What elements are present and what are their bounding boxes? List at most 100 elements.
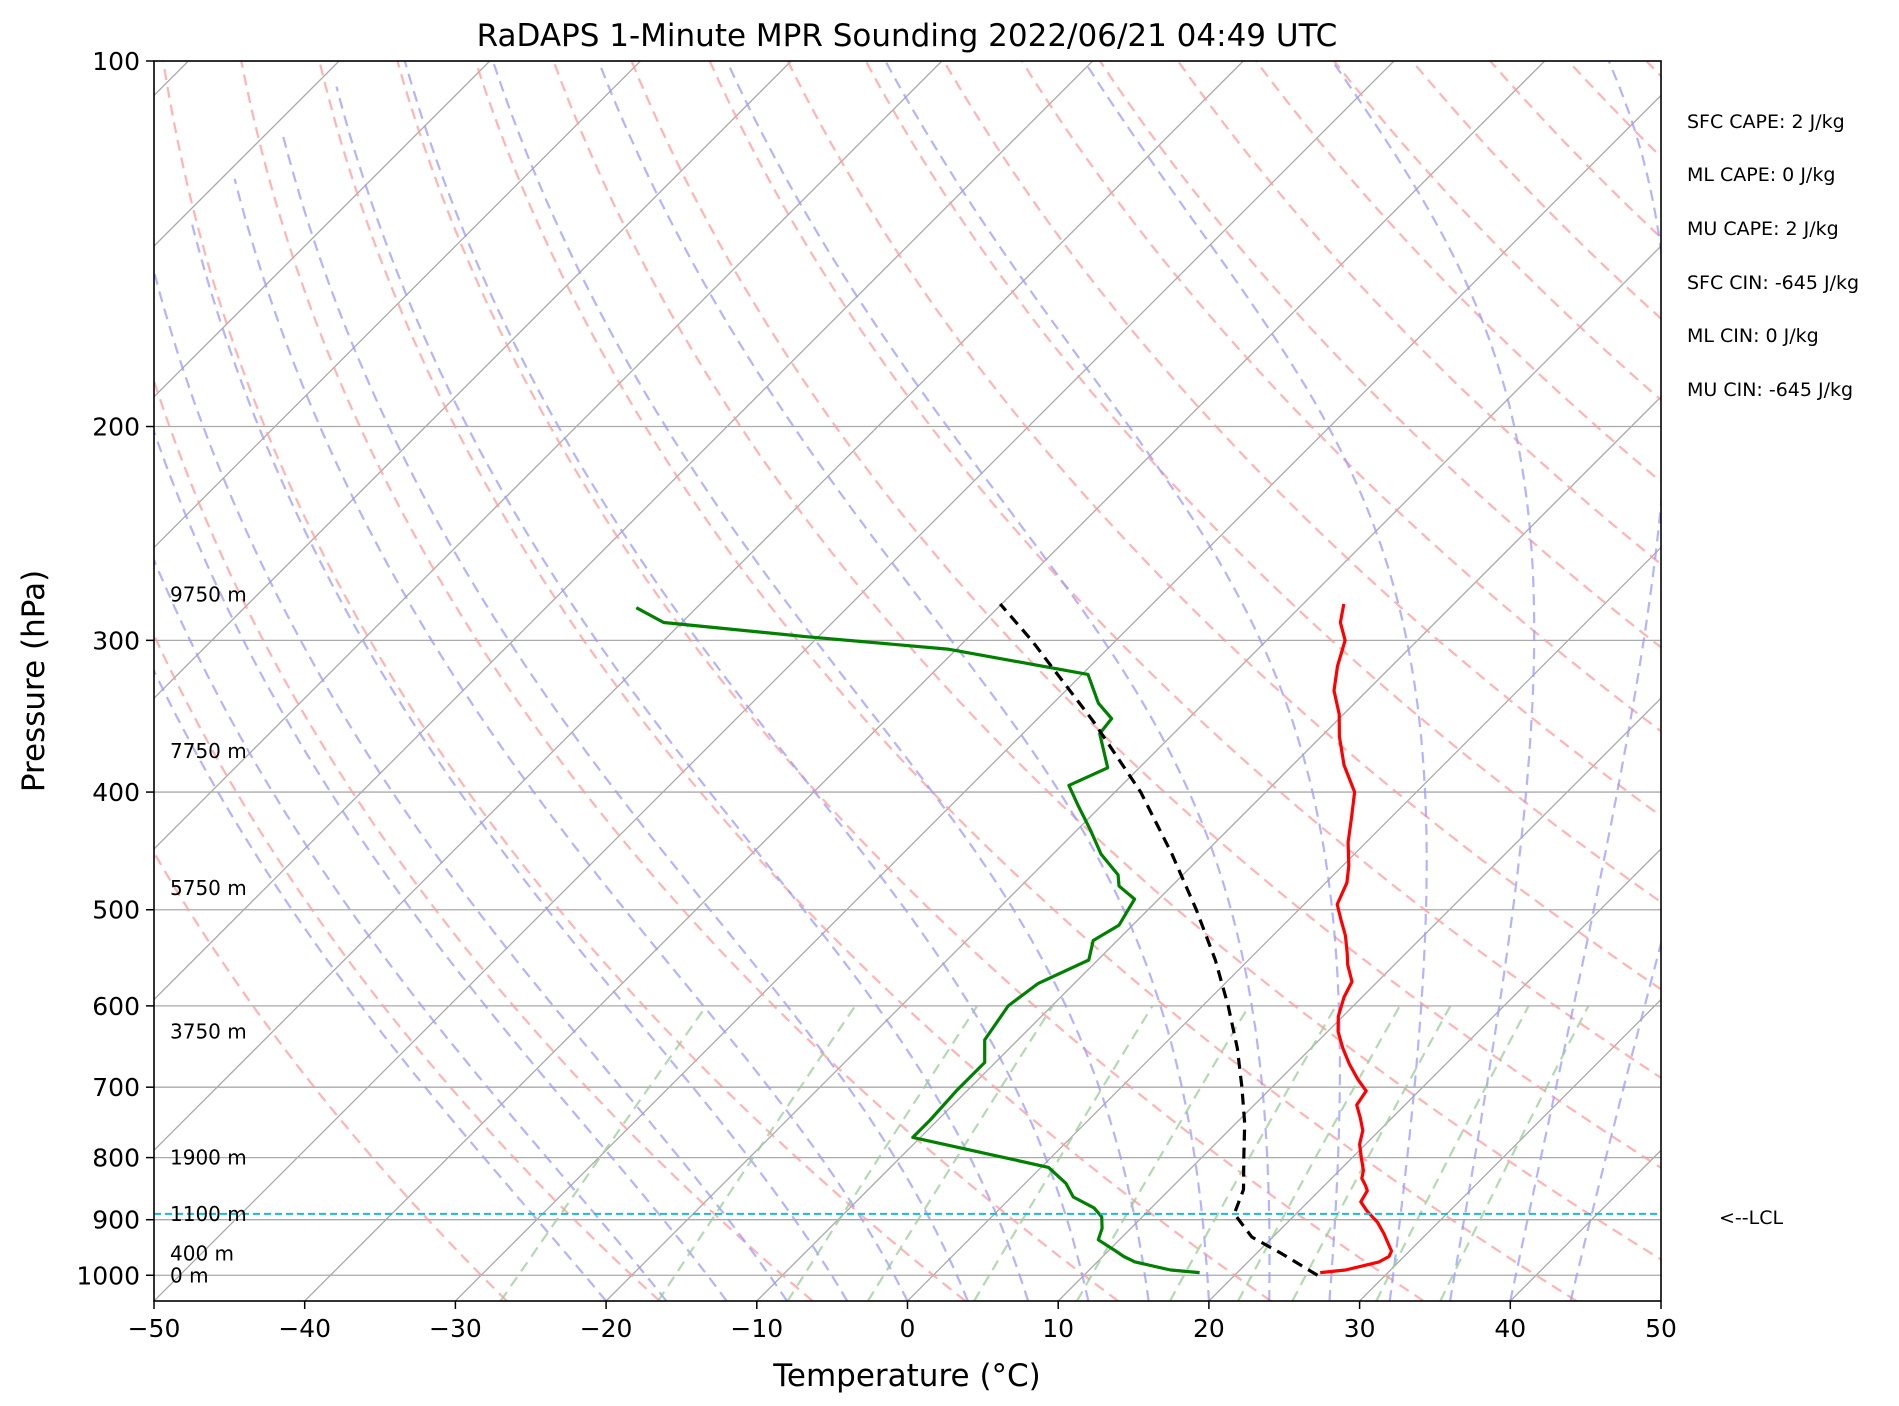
dry-adiabat-line xyxy=(162,61,966,1301)
y-tick-label: 300 xyxy=(92,626,140,655)
x-tick-label: 0 xyxy=(900,1314,916,1343)
axis-ticks: −50 −40 −30 −20 −10 0 10 20 30 40 50 100 200 300 400 50… xyxy=(76,47,1677,1343)
moist-adiabat-line xyxy=(1331,61,1536,1301)
mixing-ratio-line xyxy=(1076,1005,1250,1301)
y-tick-label: 400 xyxy=(92,778,140,807)
mixing-ratio-line xyxy=(973,1005,1154,1301)
moist-adiabat-line xyxy=(154,668,607,1301)
x-tick-label: −10 xyxy=(730,1314,783,1343)
lcl-label: <--LCL xyxy=(1719,1207,1783,1229)
chart-title: RaDAPS 1-Minute MPR Sounding 2022/06/21 … xyxy=(477,18,1338,54)
moist-adiabat-line xyxy=(1569,939,1661,1301)
dry-adiabat-line xyxy=(942,61,1661,818)
mixing-ratio-line xyxy=(499,1005,708,1301)
mixing-ratio-line xyxy=(1291,1005,1452,1301)
dry-adiabat-line xyxy=(474,61,1578,1301)
height-label: 400 m xyxy=(170,1242,234,1266)
isotherm-line xyxy=(154,61,1395,1301)
height-label: 0 m xyxy=(170,1263,209,1287)
index-mu-cin: MU CIN: -645 J/kg xyxy=(1687,379,1853,401)
dry-adiabat-line xyxy=(154,377,814,1301)
x-tick-label: −50 xyxy=(128,1314,181,1343)
isotherm-line xyxy=(907,546,1661,1301)
isotherm-line xyxy=(154,61,1094,1001)
height-label: 9750 m xyxy=(170,582,247,606)
moist-adiabat-line xyxy=(154,428,728,1301)
isotherm-line xyxy=(454,94,1661,1301)
height-label: 5750 m xyxy=(170,876,247,900)
isotherm-line xyxy=(154,61,491,398)
isotherm-line xyxy=(154,61,641,549)
moist-adiabat-line xyxy=(403,61,1090,1301)
x-tick-label: −20 xyxy=(580,1314,633,1343)
y-tick-label: 200 xyxy=(92,413,140,442)
dry-adiabat-line xyxy=(240,61,1119,1301)
x-axis-label: Temperature (°C) xyxy=(772,1358,1041,1394)
dry-adiabat-line xyxy=(1255,61,1661,484)
x-tick-label: 10 xyxy=(1042,1314,1074,1343)
moist-adiabat-line xyxy=(491,61,1150,1301)
index-sfc-cape: SFC CAPE: 2 J/kg xyxy=(1687,111,1845,133)
moist-adiabat-line xyxy=(335,86,1030,1301)
moist-adiabat-line xyxy=(1083,61,1428,1301)
y-axis-label: Pressure (hPa) xyxy=(16,570,52,792)
temperature-profile-line xyxy=(1320,603,1394,1275)
dewpoint-profile-line xyxy=(635,606,1200,1275)
isotherm-line xyxy=(154,61,792,700)
dry-adiabat-line xyxy=(396,61,1425,1301)
y-tick-label: 100 xyxy=(92,47,140,76)
isotherm-line xyxy=(304,61,1546,1301)
y-tick-label: 700 xyxy=(92,1073,140,1102)
dry-adiabat-line xyxy=(786,61,1661,991)
index-ml-cape: ML CAPE: 0 J/kg xyxy=(1687,164,1835,186)
moist-adiabat-line xyxy=(233,178,909,1301)
dry-adiabat-line xyxy=(154,632,661,1301)
x-tick-label: 40 xyxy=(1494,1314,1526,1343)
moist-adiabat-line xyxy=(884,61,1341,1301)
isotherm-line xyxy=(1208,847,1661,1301)
mixing-ratio-line xyxy=(1375,1005,1530,1301)
moist-adiabat-line xyxy=(189,219,849,1301)
isotherm-line xyxy=(605,245,1661,1301)
x-tick-label: 20 xyxy=(1193,1314,1225,1343)
isotherm-line xyxy=(1057,697,1661,1301)
x-tick-label: 30 xyxy=(1344,1314,1376,1343)
y-tick-label: 500 xyxy=(92,896,140,925)
index-mu-cape: MU CAPE: 2 J/kg xyxy=(1687,218,1839,240)
y-tick-label: 1000 xyxy=(76,1261,140,1290)
background-lines xyxy=(154,61,1661,1301)
x-tick-label: −40 xyxy=(278,1314,331,1343)
index-sfc-cin: SFC CIN: -645 J/kg xyxy=(1687,272,1859,294)
y-tick-label: 900 xyxy=(92,1206,140,1235)
x-tick-label: −30 xyxy=(429,1314,482,1343)
dry-adiabat-line xyxy=(864,61,1661,904)
isotherm-line xyxy=(756,395,1661,1301)
height-label: 1900 m xyxy=(170,1146,247,1170)
mixing-ratio-line xyxy=(786,1005,979,1301)
x-tick-label: 50 xyxy=(1645,1314,1677,1343)
dry-adiabat-line xyxy=(708,61,1661,1080)
height-label: 1100 m xyxy=(170,1202,247,1226)
y-tick-label: 600 xyxy=(92,992,140,1021)
dry-adiabat-line xyxy=(318,61,1272,1301)
mixing-ratio-line xyxy=(1237,1005,1401,1301)
height-label: 7750 m xyxy=(170,739,247,763)
mixing-ratio-line xyxy=(866,1005,1054,1301)
index-ml-cin: ML CIN: 0 J/kg xyxy=(1687,325,1819,347)
dry-adiabat-line xyxy=(154,850,508,1301)
isotherm-line xyxy=(154,61,1244,1152)
moist-adiabat-line xyxy=(1509,61,1661,1301)
moist-adiabat-line xyxy=(154,557,668,1301)
moist-adiabat-line xyxy=(281,134,969,1301)
mixing-ratio-line xyxy=(1439,1005,1590,1301)
mixing-ratio-line xyxy=(657,1005,857,1301)
parcel-profile-line xyxy=(998,602,1319,1277)
dry-adiabat-line xyxy=(1411,61,1661,321)
sounding-lines xyxy=(154,602,1661,1277)
mixing-ratio-line xyxy=(1168,1005,1337,1301)
y-tick-label: 800 xyxy=(92,1144,140,1173)
moist-adiabat-line xyxy=(154,267,788,1301)
indices-panel: SFC CAPE: 2 J/kg ML CAPE: 0 J/kg MU CAPE… xyxy=(1687,111,1859,401)
